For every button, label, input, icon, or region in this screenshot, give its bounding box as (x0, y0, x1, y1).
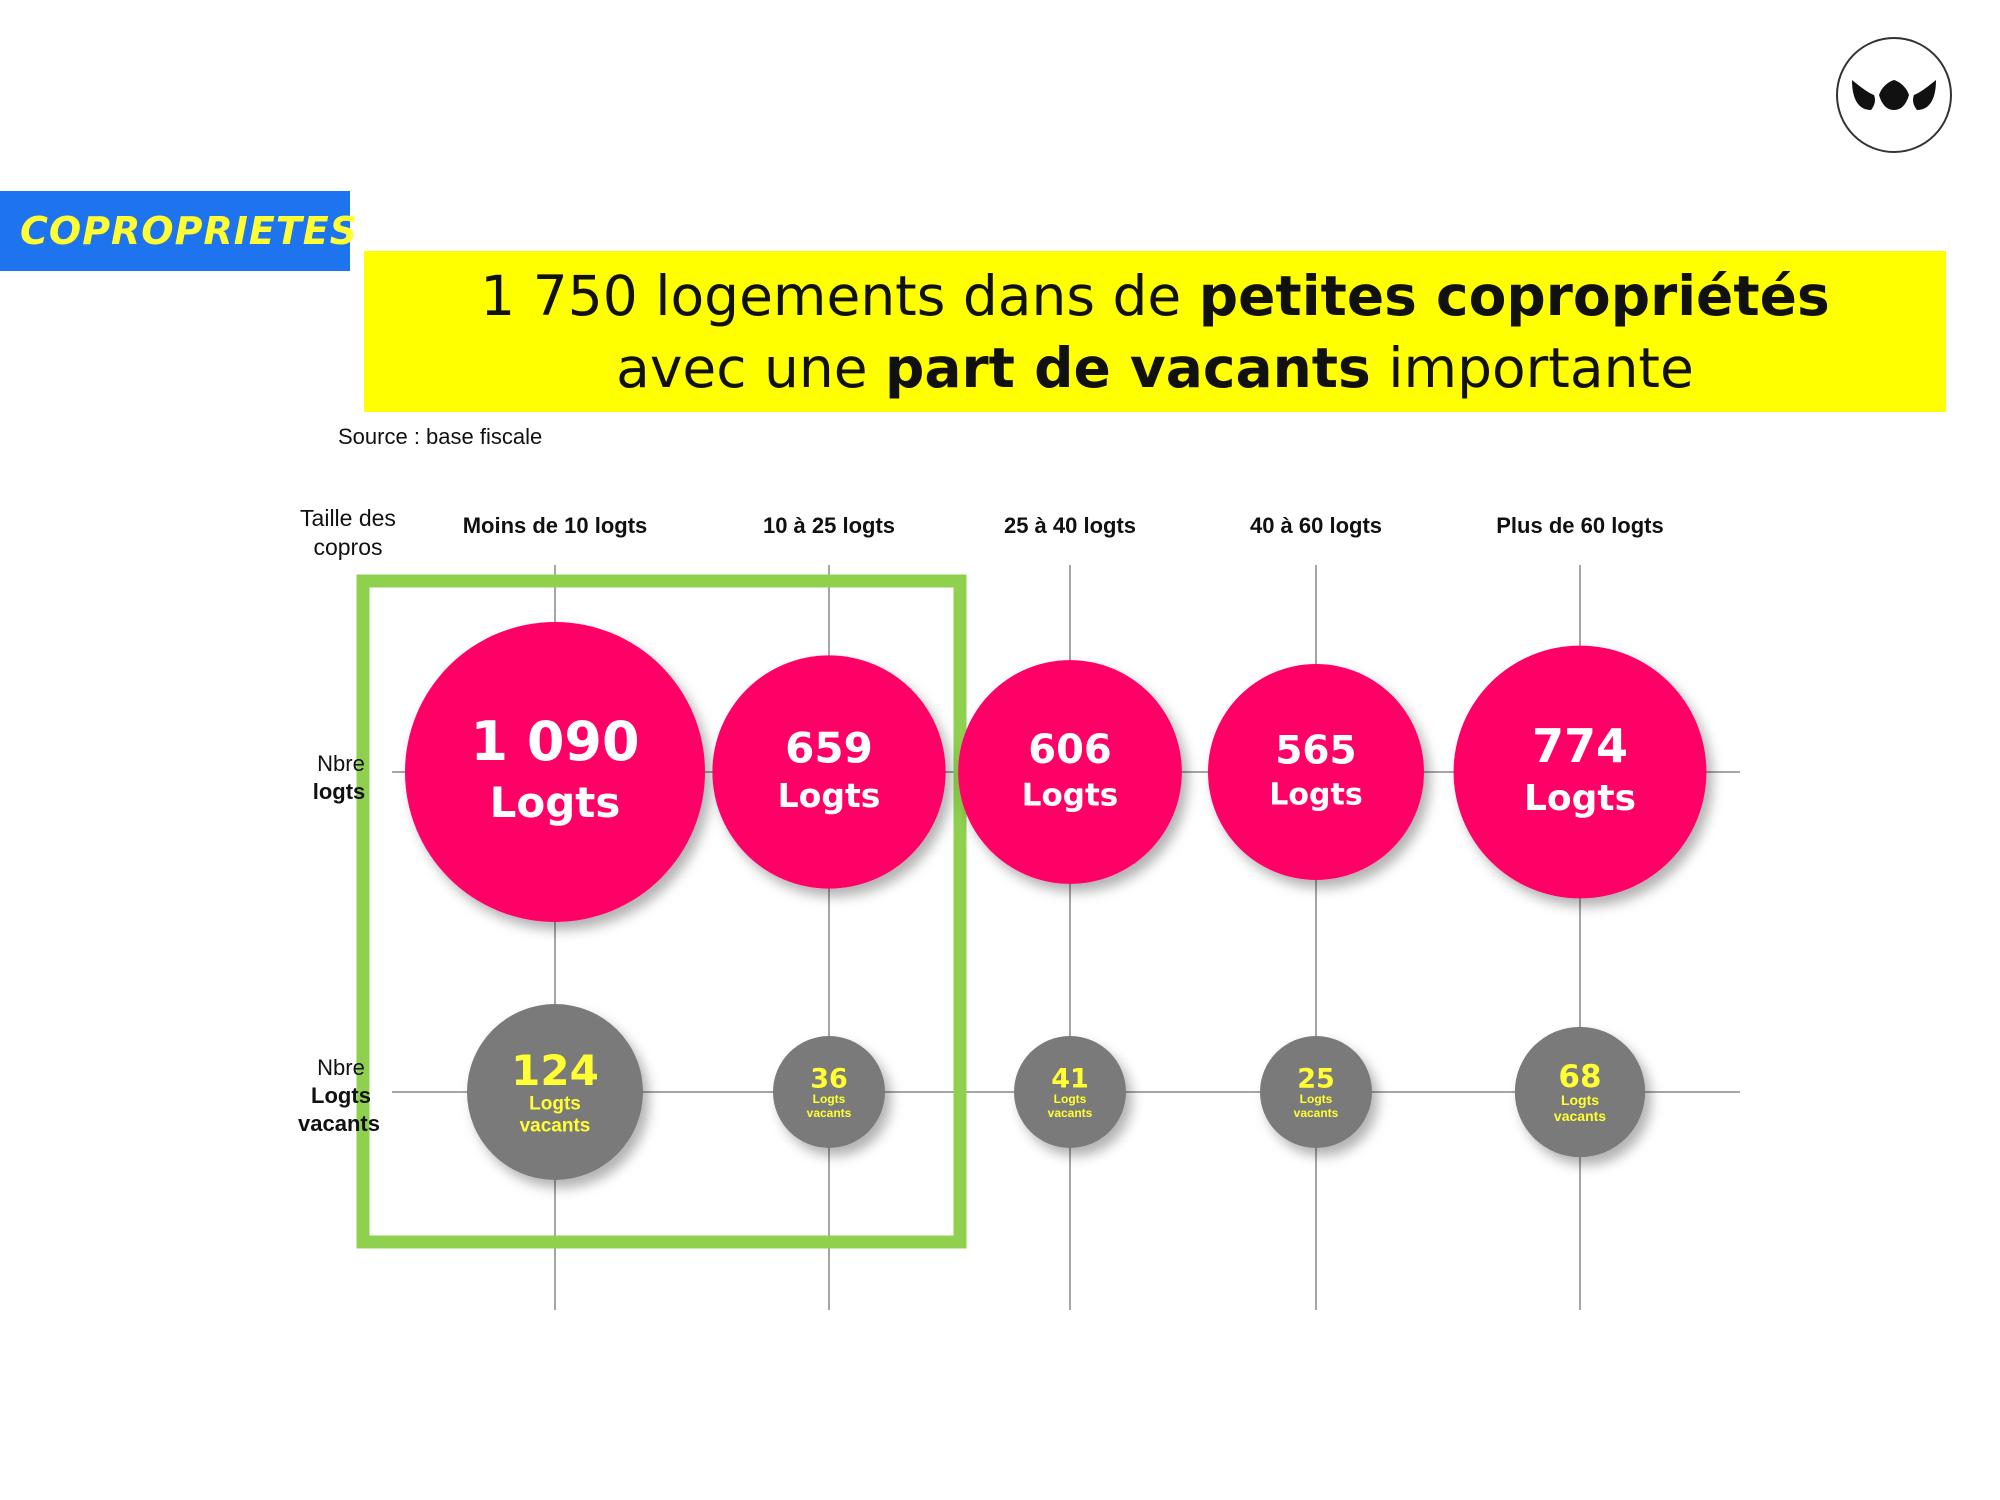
row-label-logts-line: logts (313, 779, 366, 804)
bubble-logts (1208, 664, 1424, 880)
bubble-vacants-unit: Logts (1054, 1092, 1087, 1106)
bubble-vacants-unit: vacants (520, 1115, 591, 1136)
bubble-logts (712, 655, 946, 889)
row-label-logts-line: Nbre (317, 751, 365, 776)
highlight-frame (356, 574, 967, 1249)
section-tag-label: COPROPRIETES (20, 209, 359, 253)
category-header: Plus de 60 logts (1496, 513, 1664, 538)
headline-line-2-text: avec une (616, 335, 886, 400)
bubble-vacants (1260, 1036, 1372, 1148)
bubbles: 1 090Logts659Logts606Logts565Logts774Log… (405, 622, 1707, 1180)
bubble-vacants-value: 124 (511, 1046, 599, 1095)
bubble-vacants-unit: Logts (1561, 1092, 1599, 1108)
bubble-vacants (467, 1004, 643, 1180)
bubble-vacants-value: 36 (810, 1064, 848, 1095)
bubble-logts-unit: Logts (490, 778, 621, 827)
bubble-logts-value: 659 (785, 724, 873, 773)
headline-line-1-bold: petites copropriétés (1198, 263, 1830, 328)
bubble-logts-unit: Logts (1524, 778, 1636, 819)
bubble-vacants-value: 68 (1558, 1059, 1601, 1095)
bubble-vacants (773, 1036, 885, 1148)
row-label-vacants-line: Nbre (317, 1055, 365, 1080)
bubble-vacants-unit: vacants (807, 1106, 852, 1120)
row-label-vacants-line: vacants (298, 1111, 380, 1136)
bubble-logts-value: 606 (1028, 727, 1112, 773)
bubble-vacants-unit: vacants (1554, 1108, 1606, 1124)
category-header: 25 à 40 logts (1004, 513, 1136, 538)
bubble-logts-unit: Logts (778, 776, 881, 815)
bubble-vacants-value: 25 (1297, 1064, 1335, 1095)
bubble-logts-value: 1 090 (470, 710, 639, 773)
headline-line-2-bold: part de vacants (885, 335, 1371, 400)
row-label-vacants-line: Logts (311, 1083, 371, 1108)
headline-banner: 1 750 logements dans de petites copropri… (364, 251, 1946, 412)
section-tag: COPROPRIETES (0, 191, 357, 271)
bubble-logts (958, 660, 1182, 884)
category-header: 10 à 25 logts (763, 513, 895, 538)
bubble-logts (1453, 645, 1707, 899)
bubble-vacants (1514, 1026, 1646, 1158)
bubble-logts-value: 565 (1275, 728, 1356, 773)
bubble-logts-value: 774 (1532, 719, 1628, 773)
bubble-vacants-unit: Logts (1300, 1092, 1333, 1106)
row-label-size-line: Taille des (300, 505, 396, 531)
logo-mark (1852, 80, 1936, 110)
bubble-vacants-unit: Logts (529, 1094, 581, 1115)
headline-line-1: 1 750 logements dans de petites copropri… (480, 260, 1829, 332)
headline-line-2: avec une part de vacants importante (616, 332, 1694, 404)
row-label-size-line: copros (313, 534, 382, 560)
source-note: Source : base fiscale (338, 424, 543, 449)
bubble-logts-unit: Logts (1269, 777, 1362, 812)
category-header: Moins de 10 logts (463, 513, 648, 538)
category-headers: Moins de 10 logts 10 à 25 logts 25 à 40 lo… (463, 513, 1664, 538)
row-labels: Taille des copros Nbre logts Nbre Logts vacant… (298, 505, 396, 1136)
bubble-vacants (1014, 1036, 1126, 1148)
bubble-vacants-unit: vacants (1048, 1106, 1093, 1120)
bubble-vacants-unit: vacants (1294, 1106, 1339, 1120)
category-header: 40 à 60 logts (1250, 513, 1382, 538)
leaf-logo-icon (1836, 37, 1952, 153)
bubble-logts-unit: Logts (1022, 778, 1119, 814)
headline-line-2-end: importante (1370, 335, 1694, 400)
headline-line-1-text: 1 750 logements dans de (480, 263, 1199, 328)
bubble-vacants-value: 41 (1051, 1064, 1089, 1095)
bubble-vacants-unit: Logts (813, 1092, 846, 1106)
bubble-logts (405, 622, 705, 922)
